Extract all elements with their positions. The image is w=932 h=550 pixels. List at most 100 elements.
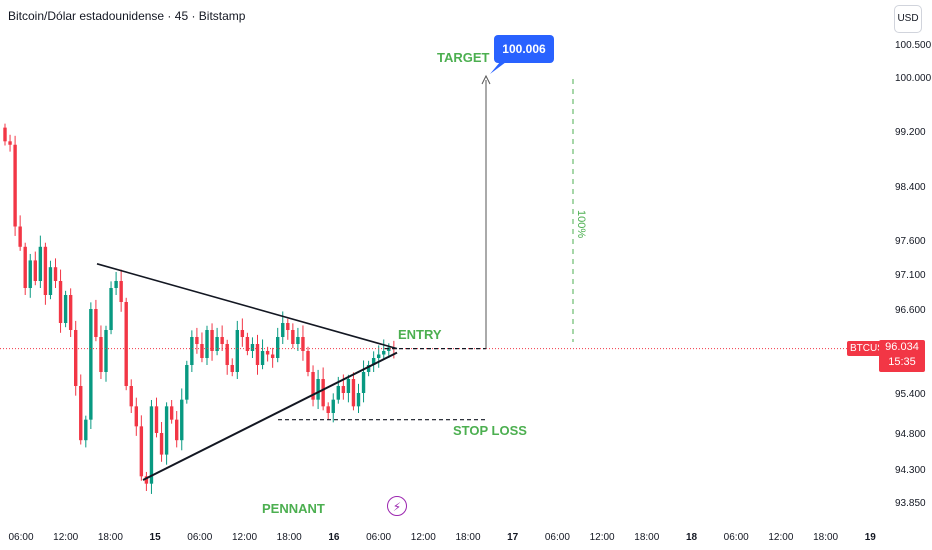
candle-body [48,267,53,295]
candle-body [144,476,149,484]
candle-body [154,406,159,433]
target-arrow-head [481,74,491,85]
candle-body [185,365,189,400]
candle-body [129,386,133,407]
time-tick-label: 18:00 [98,532,123,543]
candle-body [190,337,194,365]
currency-button[interactable]: USD [894,5,922,33]
candle-body [371,358,376,365]
candle-body [316,379,320,400]
candle-body [38,246,43,281]
candle-body [89,309,93,420]
candle-body [377,354,381,358]
time-tick-label: 12:00 [768,532,793,543]
candle-body [331,399,335,413]
candlesticks [3,123,396,494]
price-tick-label: 98.400 [895,182,926,193]
candle-body [68,295,73,330]
bar-countdown: 15:35 [888,356,916,368]
candle-body [8,141,12,145]
last-price-tag: 96.034 15:35 [879,340,925,372]
time-tick-label: 06:00 [187,532,212,543]
price-tick-label: 100.000 [895,73,932,84]
candle-body [159,433,164,455]
candle-body [326,406,330,413]
lightning-bolt-icon[interactable]: ⚡ [387,496,407,516]
candle-body [74,330,78,386]
candle-body [291,330,295,344]
time-axis: 06:00 12:00 18:00 15 06:00 12:00 18:00 16 06:00 1… [8,532,876,543]
target-price-label: 100.006 [494,35,554,63]
candle-body [301,337,305,351]
candle-body [180,399,184,441]
candle-body [43,246,48,295]
time-tick-label: 06:00 [366,532,391,543]
pennant-upper-trendline [96,263,398,350]
candle-body [382,351,386,355]
candle-body [250,344,255,351]
time-tick-label: 12:00 [590,532,615,543]
time-tick-label: 18:00 [813,532,838,543]
entry-label: ENTRY [398,327,442,342]
candle-body [149,406,154,484]
time-tick-label: 18:00 [455,532,480,543]
candle-body [164,406,169,455]
target-callout-pointer [490,62,506,74]
candle-body [33,260,37,281]
price-tick-label: 99.200 [895,127,926,138]
candle-body [276,337,280,358]
time-tick-label: 16 [328,532,340,543]
candle-body [321,379,325,407]
candle-body [240,330,245,337]
candle-body [28,260,32,288]
candle-body [306,351,310,372]
candle-body [270,354,275,358]
candle-body [169,406,174,420]
candle-body [134,406,138,427]
price-tick-label: 97.100 [895,270,926,281]
pennant-label: PENNANT [262,501,325,516]
measure-percent-label: 100% [575,210,587,238]
time-tick-label: 18 [686,532,698,543]
candle-body [3,127,7,142]
stop-loss-label: STOP LOSS [453,423,527,438]
time-tick-label: 06:00 [8,532,33,543]
candle-body [356,393,361,407]
candle-body [336,386,340,400]
candle-body [205,330,209,358]
candle-body [175,419,179,441]
candle-body [53,267,58,281]
pennant-lower-trendline [142,351,398,481]
time-tick-label: 18:00 [634,532,659,543]
candle-body [79,386,83,441]
candle-body [13,144,17,227]
candle-body [281,323,285,337]
candle-body [119,281,123,302]
candle-body [366,365,371,372]
candle-body [230,365,234,372]
candle-body [109,288,113,330]
price-tick-label: 95.400 [895,389,926,400]
time-tick-label: 06:00 [724,532,749,543]
target-label: TARGET [437,50,490,65]
candle-body [94,309,98,337]
price-tick-label: 97.600 [895,236,926,247]
candle-body [220,337,224,344]
candle-body [84,419,88,441]
candle-body [235,330,239,372]
candle-body [286,323,290,330]
time-tick-label: 18:00 [277,532,302,543]
candle-body [63,295,68,323]
candle-body [18,226,22,247]
candle-body [200,344,204,358]
candle-body [346,379,351,393]
candle-body [296,337,300,344]
time-tick-label: 12:00 [53,532,78,543]
price-tick-label: 93.850 [895,498,926,509]
candle-body [215,337,219,351]
time-tick-label: 15 [150,532,162,543]
candle-body [225,344,229,365]
time-tick-label: 19 [865,532,877,543]
candle-body [260,351,265,365]
